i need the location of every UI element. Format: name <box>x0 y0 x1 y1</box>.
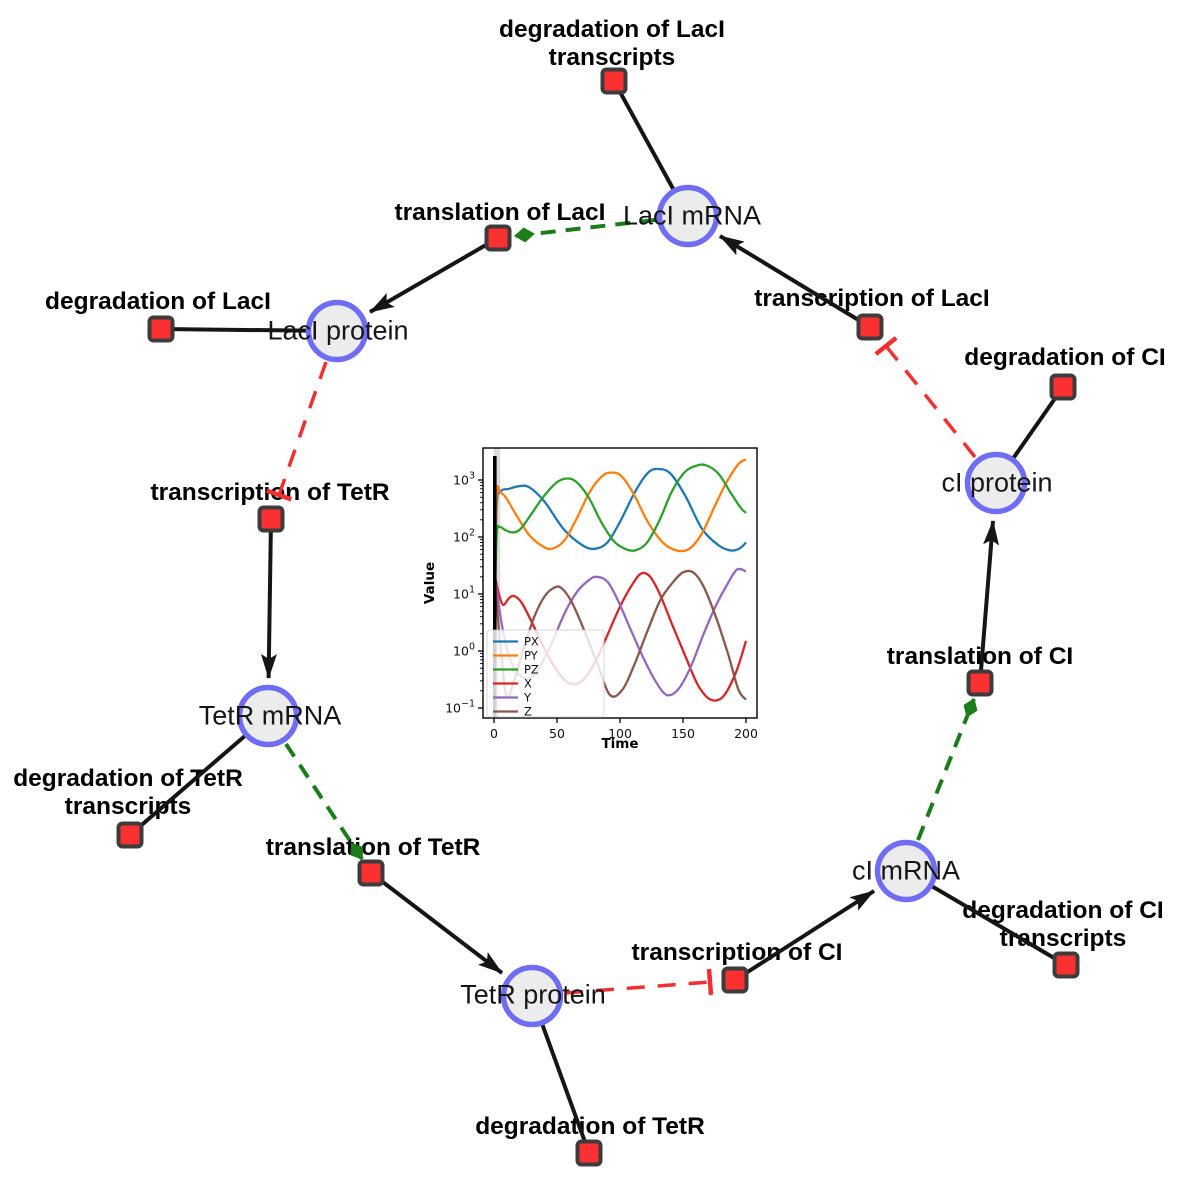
edge-transcription-tetr-to-tetr-mrna <box>260 518 277 679</box>
curve-PZ <box>492 463 747 634</box>
reaction-node-translation-laci <box>484 224 512 252</box>
label-translation-of-laci: translation of LacI <box>394 199 606 226</box>
species-node-ci-mrna <box>874 839 938 903</box>
species-layer <box>236 184 1028 1028</box>
species-label-laci-mrna: LacI mRNA <box>622 200 762 231</box>
label-transcription-of-ci: transcription of CI <box>631 939 843 966</box>
edge-transcription-laci-to-laci-mrna <box>718 234 872 329</box>
species-node-laci-protein <box>305 299 369 363</box>
edge-translation-ci-to-ci-protein <box>978 520 1000 684</box>
edge-ci-protein-inhibits-transcription-laci <box>874 336 977 459</box>
species-label-tetr-mrna: TetR mRNA <box>198 700 342 731</box>
x-axis-label: Time <box>601 736 638 752</box>
x-tick-label: 100 <box>608 726 632 741</box>
label-transcription-of-laci: transcription of LacI <box>754 285 990 312</box>
reaction-layer <box>116 67 1080 1167</box>
y-tick-label: 10−1 <box>445 699 475 716</box>
label-translation-of-tetr: translation of TetR <box>265 834 481 861</box>
species-node-tetr-mrna <box>236 684 300 748</box>
edge-transcription-ci-to-ci-mrna <box>733 889 876 982</box>
edge-ci-mrna-activates-translation <box>916 698 978 841</box>
reaction-node-deg-laci-transcripts <box>600 67 628 95</box>
edge-tetr-protein-inhibits-transcription-ci <box>564 968 714 996</box>
species-node-ci-protein <box>964 451 1028 515</box>
x-tick-label: 0 <box>490 726 498 741</box>
reaction-node-transcription-ci <box>721 966 749 994</box>
reaction-node-deg-ci-transcripts <box>1052 951 1080 979</box>
species-node-laci-mrna <box>656 184 720 248</box>
curve-PY <box>492 458 747 634</box>
x-tick-label: 150 <box>671 726 695 741</box>
y-tick-label: 102 <box>453 528 475 545</box>
edge-laci-protein-inhibits-transcription-tetr <box>265 361 328 502</box>
label-degradation-of-ci: degradation of CI <box>964 344 1166 371</box>
species-label-ci-mrna: cI mRNA <box>852 855 960 886</box>
curve-X <box>492 571 748 702</box>
y-tick-label: 101 <box>453 585 475 602</box>
inset-chart: 0 50 100 150 20010310210110010−1TimeValuePXP… <box>422 447 758 752</box>
reaction-node-deg-tetr <box>575 1139 603 1167</box>
label-degradation-of-laci: degradation of LacI <box>45 288 271 315</box>
label-degradation-of-tetr: degradation of TetR <box>475 1113 705 1140</box>
legend-label-PZ: PZ <box>524 663 539 677</box>
reaction-node-transcription-tetr <box>257 505 285 533</box>
x-tick-label: 50 <box>549 726 565 741</box>
species-label-ci-protein: cI protein <box>941 467 1053 498</box>
legend-label-Z: Z <box>524 705 532 719</box>
species-label-tetr-protein: TetR protein <box>460 979 606 1010</box>
x-tick-label: 200 <box>734 726 758 741</box>
reaction-node-deg-laci <box>147 315 175 343</box>
edge-translation-laci-to-laci-protein <box>368 236 500 314</box>
legend-box <box>486 629 605 718</box>
legend-label-Y: Y <box>523 691 532 705</box>
species-node-tetr-protein <box>500 964 564 1028</box>
reaction-node-translation-ci <box>966 669 994 697</box>
legend-label-X: X <box>524 677 532 691</box>
y-tick-label: 100 <box>453 642 475 659</box>
y-axis-label: Value <box>422 562 438 604</box>
reaction-node-deg-ci <box>1049 373 1077 401</box>
legend-label-PX: PX <box>524 635 539 649</box>
legend-label-PY: PY <box>524 649 539 663</box>
edge-tetr-mrna-activates-translation <box>284 742 364 861</box>
y-tick-label: 103 <box>453 471 475 488</box>
edge-translation-tetr-to-tetr-protein <box>369 871 504 975</box>
reaction-node-translation-tetr <box>357 859 385 887</box>
reaction-node-transcription-laci <box>856 313 884 341</box>
reaction-node-deg-tetr-transcripts <box>116 821 144 849</box>
label-degradation-of-laci-transcripts: degradation of LacI transcripts <box>499 16 725 71</box>
species-label-laci-protein: LacI protein <box>267 315 409 346</box>
